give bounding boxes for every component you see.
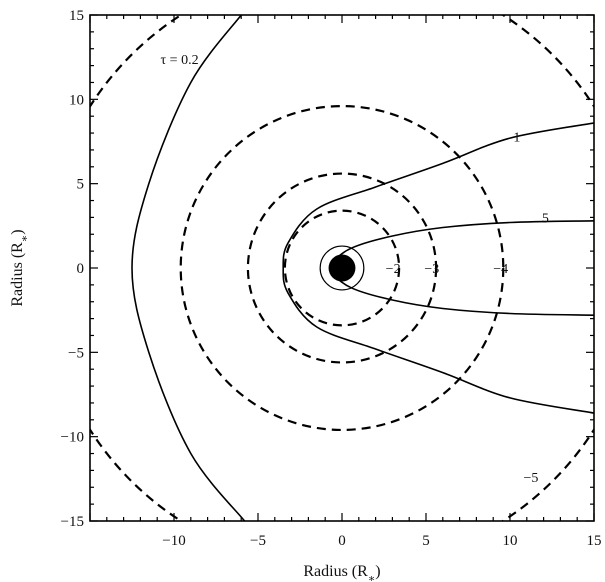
y-tick-label: 5 [77, 177, 85, 193]
y-tick-label: 10 [69, 92, 84, 108]
contour-labels: τ = 0.2 1 5 −2 −3 −4 −5 [161, 53, 549, 486]
optical-depth-label: 5 [542, 211, 549, 226]
optical-depth-contour [282, 122, 594, 414]
velocity-label: −3 [424, 262, 439, 277]
optical-depth-label: τ = 0.2 [161, 53, 199, 68]
central-object-ring [319, 245, 365, 291]
y-tick-label: −5 [68, 345, 84, 361]
x-axis-label: Radius (R∗) [303, 563, 380, 582]
y-tick-label: 15 [69, 8, 84, 24]
x-tick-label: 5 [422, 533, 430, 549]
contour-curves [90, 15, 594, 521]
velocity-label: −5 [523, 471, 538, 486]
velocity-contour [179, 104, 505, 432]
velocity-contour [283, 209, 401, 327]
velocity-contour [246, 172, 438, 364]
x-tick-label: 15 [587, 533, 602, 549]
y-axis-label: Radius (R∗) [9, 229, 31, 306]
y-tick-labels: −15 −10 −5 0 5 10 15 [61, 8, 84, 530]
y-tick-label: 0 [77, 261, 85, 277]
x-tick-labels: −10 −5 0 5 10 15 [162, 533, 601, 549]
x-tick-label: 0 [338, 533, 346, 549]
velocity-label: −2 [386, 262, 401, 277]
x-tick-label: −10 [162, 533, 185, 549]
plot-area: τ = 0.2 1 5 −2 −3 −4 −5 [89, 14, 595, 522]
x-tick-label: −5 [250, 533, 266, 549]
optical-depth-contour [330, 220, 594, 316]
y-tick-label: −10 [61, 430, 84, 446]
optical-depth-contour [131, 15, 246, 521]
velocity-contour [90, 15, 594, 521]
optical-depth-label: 1 [513, 130, 520, 145]
central-object-disk [328, 254, 356, 282]
x-tick-label: 10 [503, 533, 518, 549]
velocity-label: −4 [493, 262, 508, 277]
axis-ticks [89, 14, 595, 522]
y-tick-label: −15 [61, 514, 84, 530]
